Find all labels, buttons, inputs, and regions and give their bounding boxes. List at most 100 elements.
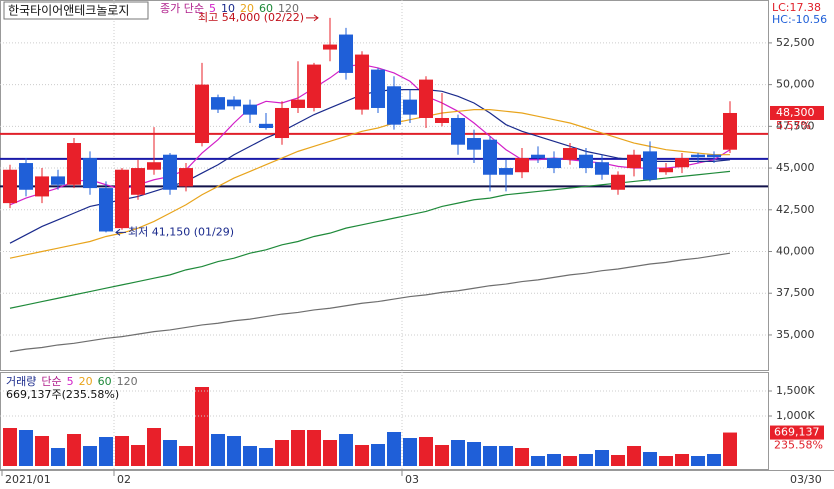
volume-bar <box>707 454 721 466</box>
candle-body <box>579 154 593 169</box>
volume-bar <box>323 440 337 466</box>
y-tick-label: 35,000 <box>776 328 815 341</box>
moving-average <box>9 89 731 244</box>
volume-bar <box>99 437 113 466</box>
candle-body <box>611 174 625 190</box>
candle-body <box>563 148 577 160</box>
volume-bar <box>131 445 145 466</box>
moving-average <box>9 109 730 259</box>
y-tick-label: 45,000 <box>776 161 815 174</box>
volume-bar <box>35 436 49 466</box>
volume-bar <box>627 446 641 466</box>
candle-body <box>723 112 737 150</box>
volume-bar <box>3 428 17 466</box>
volume-bar <box>51 448 65 466</box>
y-tick-label: 50,000 <box>776 78 815 91</box>
legend-entry: 60 <box>259 2 273 15</box>
high-annotation: 최고 54,000 (02/22) <box>198 11 304 24</box>
volume-bar <box>499 446 513 466</box>
candle-body <box>147 162 161 170</box>
candle-body <box>35 176 49 197</box>
volume-bar <box>275 440 289 466</box>
ratio-label: 235.58% <box>774 439 823 452</box>
end-date: 03/30 <box>790 473 822 486</box>
x-tick-label: 02 <box>117 473 131 486</box>
candle-body <box>179 168 193 187</box>
candle-body <box>19 163 33 190</box>
change-label: 5.57% <box>776 119 811 132</box>
candle-body <box>627 154 641 169</box>
y-tick-label: 47,500 <box>776 119 815 132</box>
legend-label: 단순 <box>41 375 61 388</box>
last-price-box <box>770 105 824 120</box>
moving-average <box>9 63 731 206</box>
volume-panel <box>0 372 769 470</box>
x-tick-label: 03 <box>405 473 419 486</box>
candle-body <box>243 104 257 115</box>
candle-body <box>275 107 289 139</box>
volume-bar <box>387 432 401 466</box>
candle-body <box>675 158 689 168</box>
candle-body <box>355 54 369 110</box>
volume-bar <box>563 456 577 466</box>
candle-body <box>371 69 385 108</box>
candle-body <box>163 154 177 190</box>
volume-bar <box>515 448 529 466</box>
volume-legend: 거래량 단순 5 20 60 120 <box>6 375 138 388</box>
moving-average <box>9 170 731 309</box>
legend-entry: 5 <box>209 2 216 15</box>
candle-body <box>547 158 561 169</box>
candle-body <box>419 79 433 118</box>
candle-body <box>387 86 401 125</box>
y-tick-label: 1,500K <box>776 384 815 397</box>
volume-bar <box>595 450 609 466</box>
y-tick-label: 1,000K <box>776 409 815 422</box>
volume-bar <box>211 434 225 466</box>
volume-bar <box>483 446 497 466</box>
volume-bar <box>83 446 97 466</box>
lc-label: LC:17.38 <box>772 1 821 14</box>
volume-info: 669,137주(235.58%) <box>6 388 119 401</box>
candle-body <box>435 117 449 123</box>
volume-bar <box>579 454 593 466</box>
legend-entry: 5 <box>67 375 74 388</box>
candle-body <box>211 97 225 110</box>
candle-body <box>659 168 673 173</box>
candle-body <box>595 162 609 175</box>
candle-body <box>483 139 497 175</box>
volume-bar <box>339 434 353 466</box>
candle-body <box>291 99 305 108</box>
candle-body <box>83 158 97 189</box>
legend-entry: 120 <box>117 375 138 388</box>
ma-legend: 종가 단순 5 10 20 60 120 <box>160 2 299 15</box>
volume-bar <box>179 446 193 466</box>
low-arrow <box>115 228 126 236</box>
volume-bar <box>403 438 417 466</box>
legend-entry: 20 <box>79 375 93 388</box>
legend-entry: 20 <box>240 2 254 15</box>
volume-bar <box>611 455 625 466</box>
volume-bar <box>147 428 161 466</box>
candle-body <box>115 169 129 229</box>
y-tick-label: 40,000 <box>776 245 815 258</box>
candle-body <box>227 99 241 107</box>
volume-bar <box>675 454 689 466</box>
candle-body <box>691 154 705 158</box>
moving-average <box>9 252 731 353</box>
candle-body <box>531 154 545 159</box>
volume-bar <box>547 454 561 466</box>
last-price-label: 48,300 <box>776 106 815 119</box>
volume-bar <box>371 444 385 466</box>
candle-body <box>515 158 529 173</box>
volume-bar <box>291 430 305 466</box>
volume-bar <box>307 430 321 466</box>
candle-body <box>643 151 657 180</box>
y-tick-label: 52,500 <box>776 36 815 49</box>
last-volume-box <box>770 425 824 440</box>
volume-bar <box>643 452 657 466</box>
candle-body <box>307 64 321 108</box>
candle-body <box>99 188 113 232</box>
chart-title: 한국타이어앤테크놀로지 <box>8 4 129 18</box>
candle-body <box>131 168 145 195</box>
